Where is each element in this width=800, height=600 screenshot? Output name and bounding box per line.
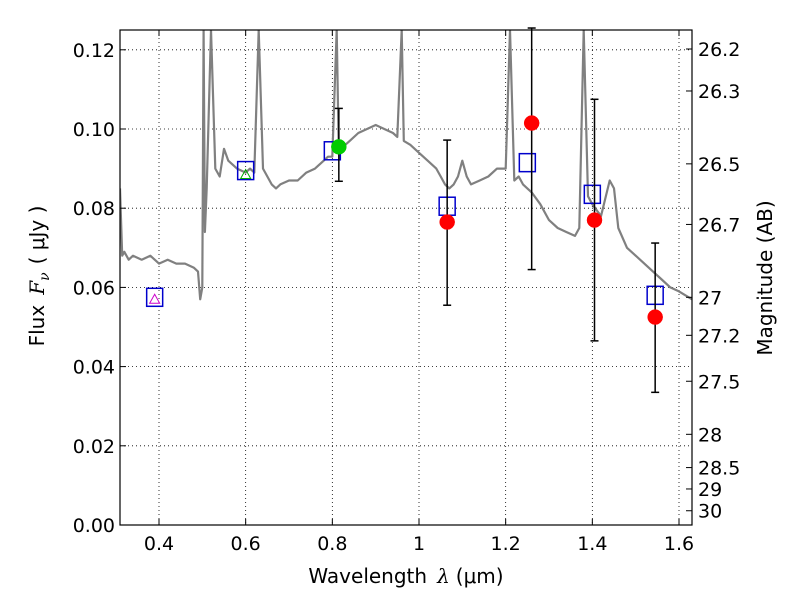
mag-tick-label: 26.5: [698, 154, 740, 176]
x-tick-label: 0.4: [144, 533, 174, 555]
x-tick-label: 0.8: [317, 533, 347, 555]
model-spectrum-line: [120, 30, 692, 301]
plot-background: [120, 30, 692, 525]
mag-tick-label: 30: [698, 501, 722, 523]
y-axis-label: FluxFν( μJy ): [25, 206, 53, 347]
y-tick-label: 0.00: [73, 515, 115, 537]
y-tick-label: 0.10: [73, 119, 115, 141]
observed-point: [586, 212, 603, 228]
mag-tick-label: 26.7: [698, 214, 740, 236]
x-tick-label: 1.6: [664, 533, 694, 555]
model-photometry-square: [583, 184, 602, 205]
x-tick-label: 0.6: [231, 533, 261, 555]
upper-limit-marker: [239, 168, 252, 180]
observed-point: [331, 139, 347, 155]
markers-layer: [145, 27, 664, 394]
observed-point: [523, 115, 540, 131]
model-spectrum-layer: [120, 30, 692, 301]
mag-tick-label: 26.3: [698, 81, 740, 103]
mag-tick-label: 26.2: [698, 39, 740, 61]
upper-limit-marker: [148, 293, 161, 304]
y-axis-right-label: Magnitude (AB): [753, 200, 777, 355]
y-tick-label: 0.06: [73, 277, 115, 299]
model-photometry-square: [518, 152, 537, 173]
mag-tick-label: 29: [698, 479, 722, 501]
observed-point: [439, 214, 455, 230]
grid-lines: [120, 30, 692, 525]
x-tick-label: 1.4: [577, 533, 607, 555]
mag-tick-label: 28: [698, 424, 722, 446]
x-axis-label: Wavelength λ (μm): [308, 564, 503, 588]
y-tick-label: 0.04: [73, 357, 115, 379]
mag-tick-label: 27: [698, 287, 722, 309]
tick-labels: 0.4 0.6 0.8 1 1.2 1.4 1.6 0.00 0.02 0.04 0.06 0.08 0…: [73, 39, 741, 555]
y-tick-label: 0.02: [73, 436, 115, 458]
y-tick-label: 0.12: [73, 40, 115, 62]
y-tick-label: 0.08: [73, 198, 115, 220]
model-photometry-square: [236, 160, 255, 181]
mag-tick-label: 27.2: [698, 325, 740, 347]
mag-tick-label: 28.5: [698, 458, 740, 480]
tick-marks: [120, 30, 692, 526]
mag-tick-label: 27.5: [698, 371, 740, 393]
x-tick-label: 1.2: [491, 533, 521, 555]
x-tick-label: 1: [413, 533, 425, 555]
model-photometry-square: [145, 287, 164, 308]
plot-frame: [119, 29, 693, 526]
observed-point: [647, 309, 663, 325]
